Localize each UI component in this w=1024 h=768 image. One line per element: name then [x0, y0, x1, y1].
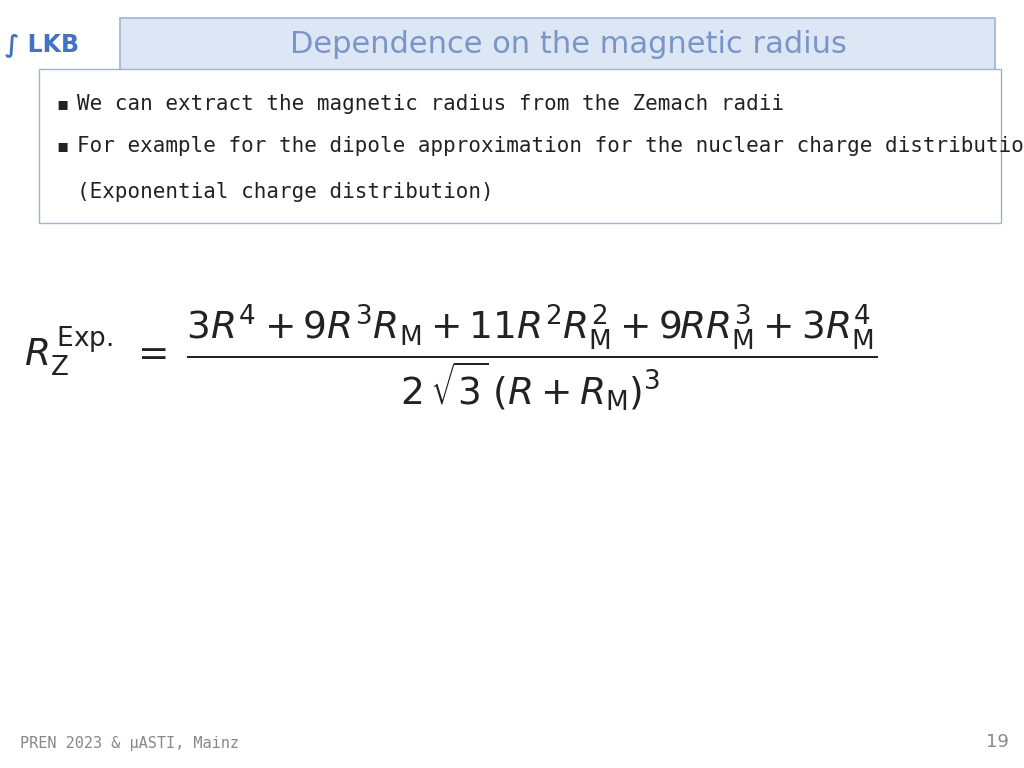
Text: ∫ LKB: ∫ LKB: [5, 32, 79, 57]
Text: PREN 2023 & μASTI, Mainz: PREN 2023 & μASTI, Mainz: [20, 736, 240, 751]
Text: 19: 19: [986, 733, 1009, 751]
Text: For example for the dipole approximation for the nuclear charge distribution: For example for the dipole approximation…: [77, 136, 1024, 156]
Text: ▪: ▪: [56, 95, 69, 114]
Text: We can extract the magnetic radius from the Zemach radii: We can extract the magnetic radius from …: [77, 94, 783, 114]
Text: ▪: ▪: [56, 137, 69, 155]
Text: $R_{\mathrm{Z}}^{\,\mathrm{Exp.}} \;=\; \dfrac{3R^4 + 9R^3R_{\mathrm{M}} + 11R^2: $R_{\mathrm{Z}}^{\,\mathrm{Exp.}} \;=\; …: [24, 302, 878, 412]
Text: (Exponential charge distribution): (Exponential charge distribution): [77, 182, 494, 202]
Text: Dependence on the magnetic radius: Dependence on the magnetic radius: [290, 30, 847, 59]
